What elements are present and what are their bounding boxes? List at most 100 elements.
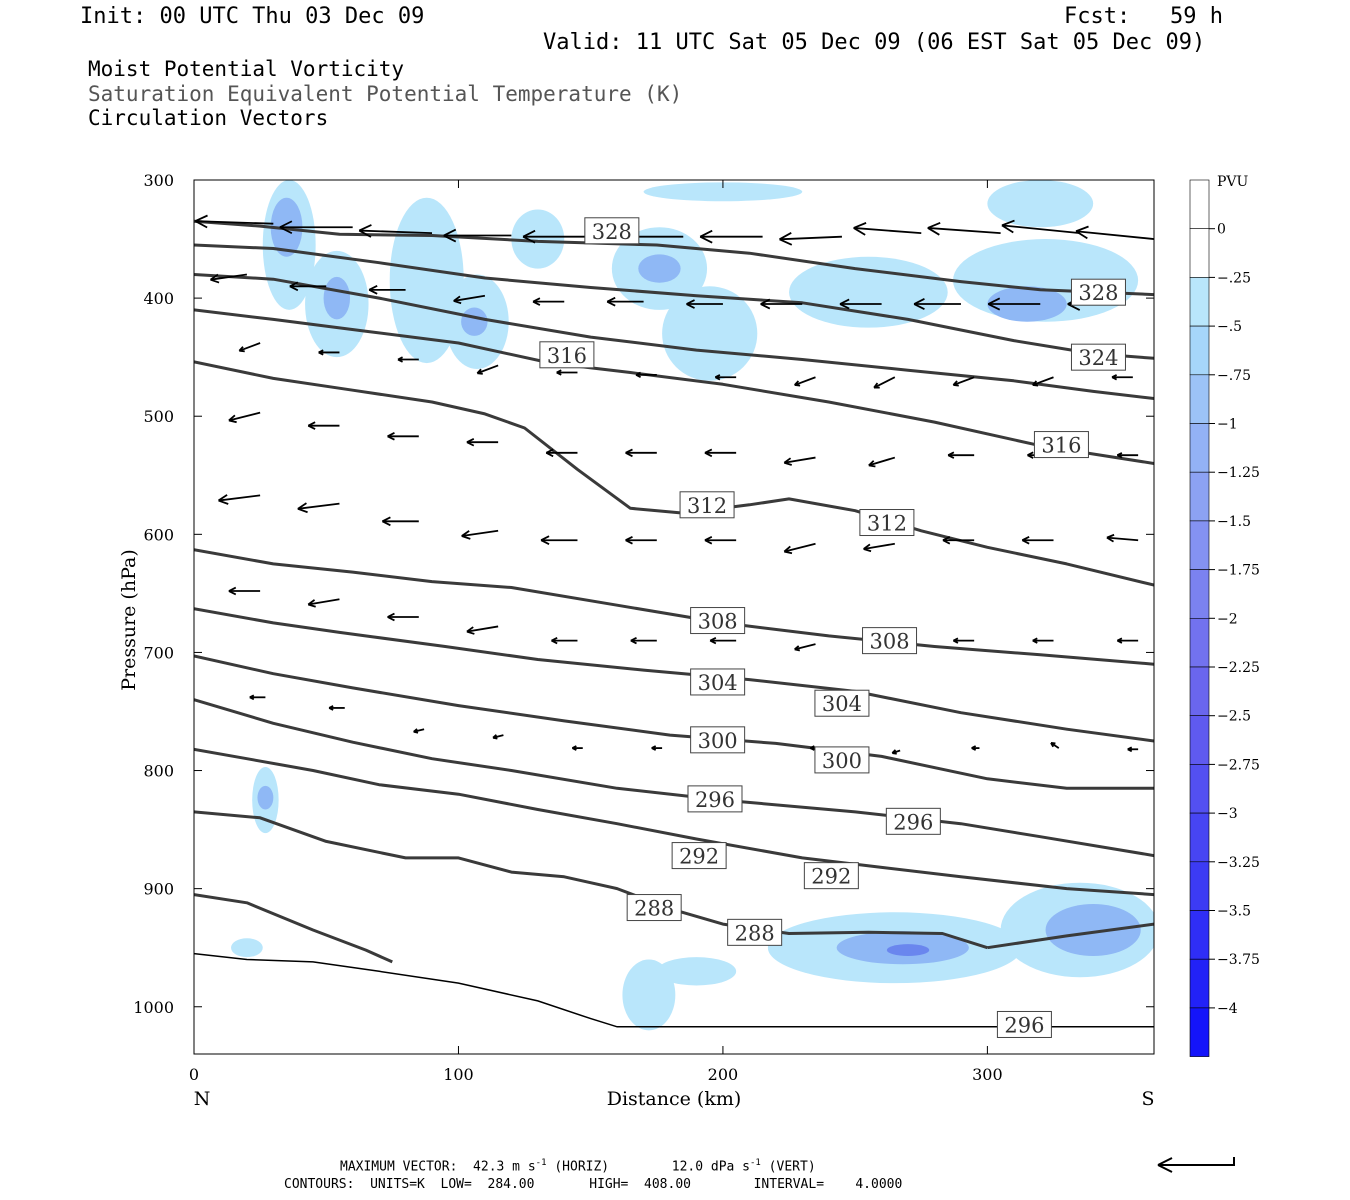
wind-vector-68: [873, 637, 895, 644]
contour-info-note: CONTOURS: UNITS=K LOW= 284.00 HIGH= 408.…: [284, 1177, 903, 1192]
wind-vector-49: [297, 502, 340, 514]
x-axis-title: Distance (km): [607, 1088, 742, 1110]
svg-text:328: 328: [592, 220, 632, 244]
contour-label-6: 312: [859, 509, 915, 537]
colorbar-swatch-16: [1189, 958, 1210, 1009]
wind-vector-58: [1021, 535, 1054, 545]
x-end-label-right: S: [1141, 1088, 1154, 1110]
wind-vector-10: [1001, 219, 1081, 235]
contour-label-9: 304: [690, 668, 746, 696]
colorbar-label-13: −3.25: [1217, 855, 1260, 871]
contour-label-1: 328: [1070, 278, 1126, 306]
contour-label-19: 296: [996, 1010, 1052, 1038]
contour-line-296-12: [987, 922, 1154, 950]
wind-vector-4: [522, 229, 591, 244]
wind-vector-9: [927, 221, 1001, 236]
colorbar-swatch-17: [1189, 1007, 1210, 1057]
x-tick-label-3: 300: [972, 1065, 1003, 1084]
wind-vector-65: [630, 636, 657, 645]
contour-line-312-4: [194, 360, 1154, 587]
contour-label-14: 296: [885, 807, 941, 835]
colorbar-swatch-6: [1189, 471, 1210, 522]
contour-label-8: 308: [862, 627, 918, 655]
pv-shading: [231, 180, 1154, 1031]
colorbar-swatch-15: [1189, 910, 1210, 960]
y-axis-title: Pressure (hPa): [118, 549, 140, 691]
colorbar-label-2: −.5: [1217, 319, 1242, 335]
wind-vector-41: [625, 448, 657, 458]
colorbar-label-15: −3.75: [1217, 952, 1260, 968]
colorbar-swatch-7: [1189, 520, 1210, 570]
wind-vector-40: [545, 448, 578, 458]
svg-text:316: 316: [547, 344, 587, 368]
contour-line-316-3: [194, 308, 1154, 465]
pv-region-16: [252, 766, 279, 834]
contour-line-308-5: [194, 548, 1154, 666]
wind-vector-28: [556, 369, 578, 376]
contour-label-11: 300: [690, 726, 746, 754]
max-vector-note: MAXIMUM VECTOR: 42.3 m s-1 (HORIZ) 12.0 …: [340, 1158, 816, 1175]
colorbar-label-9: −2.25: [1217, 660, 1260, 676]
colorbar-label-12: −3: [1217, 806, 1238, 822]
contour-label-13: 296: [687, 785, 743, 813]
svg-text:296: 296: [695, 788, 735, 812]
contour-line-292-11: [194, 893, 393, 964]
pv-region-18: [767, 912, 1022, 984]
contour-line-320-2: [194, 273, 1154, 400]
wind-vector-77: [651, 745, 663, 751]
colorbar-label-8: −2: [1217, 611, 1238, 627]
svg-text:300: 300: [822, 749, 862, 773]
wind-vector-18: [686, 299, 723, 309]
svg-text:292: 292: [811, 865, 851, 889]
svg-text:328: 328: [1078, 281, 1118, 305]
wind-vector-24: [238, 342, 261, 353]
wind-vector-37: [307, 421, 340, 430]
contour-labels: 328 328 316 324 316 312 312 308 308 304 304 300 300 2…: [539, 217, 1126, 1038]
pv-region-1: [270, 197, 303, 257]
axes: 300 400 500 600 700 800 900 1000 0 100 200 300: [133, 171, 1154, 1084]
wind-vector-47: [1116, 452, 1139, 459]
wind-vector-13: [289, 281, 327, 292]
forecast-hour: Fcst: 59 h: [1064, 4, 1223, 29]
colorbar-label-1: −.25: [1217, 270, 1251, 286]
wind-vector-55: [783, 542, 816, 555]
contour-label-12: 300: [814, 746, 870, 774]
wind-vector-8: [853, 222, 922, 236]
wind-vector-32: [873, 376, 896, 389]
init-time: Init: 00 UTC Thu 03 Dec 09: [80, 4, 425, 29]
x-end-label-left: N: [194, 1088, 211, 1110]
pv-region-25: [231, 938, 263, 958]
contour-line-304-6: [194, 607, 1154, 743]
contour-line-324-1: [194, 243, 1154, 360]
svg-text:304: 304: [822, 692, 862, 716]
wind-vector-43: [783, 456, 816, 466]
y-tick-label-7: 1000: [133, 998, 174, 1017]
wind-vector-15: [453, 294, 486, 305]
wind-vector-50: [381, 516, 419, 527]
terrain-surface: [194, 952, 1154, 1028]
pv-region-15: [987, 180, 1094, 228]
wind-vector-79: [809, 745, 821, 751]
wind-vector-34: [1032, 376, 1054, 387]
colorbar: PVU 0 −.25 −.5 −.75 −1 −1.25 −1.5 −1.75 −2 −2.25 −2…: [1189, 174, 1260, 1057]
colorbar-label-7: −1.75: [1217, 563, 1260, 579]
wind-vector-80: [891, 749, 901, 755]
wind-vector-81: [971, 745, 980, 751]
svg-text:312: 312: [687, 494, 727, 518]
contour-label-5: 312: [679, 491, 735, 519]
y-tick-label-1: 400: [143, 289, 174, 308]
contour-line-288-10: [194, 810, 988, 950]
wind-vector-57: [942, 535, 975, 545]
colorbar-swatch-14: [1189, 861, 1210, 911]
colorbar-label-14: −3.5: [1217, 904, 1251, 920]
pv-region-8: [611, 227, 708, 310]
contour-label-18: 288: [727, 918, 783, 946]
wind-vector-71: [1116, 637, 1139, 644]
wind-vector-22: [987, 297, 1041, 311]
svg-text:308: 308: [869, 630, 909, 654]
colorbar-swatch-2: [1189, 277, 1210, 327]
colorbar-title: PVU: [1217, 174, 1249, 190]
svg-text:292: 292: [679, 845, 719, 869]
wind-vector-33: [952, 376, 975, 387]
colorbar-label-0: 0: [1217, 222, 1226, 238]
